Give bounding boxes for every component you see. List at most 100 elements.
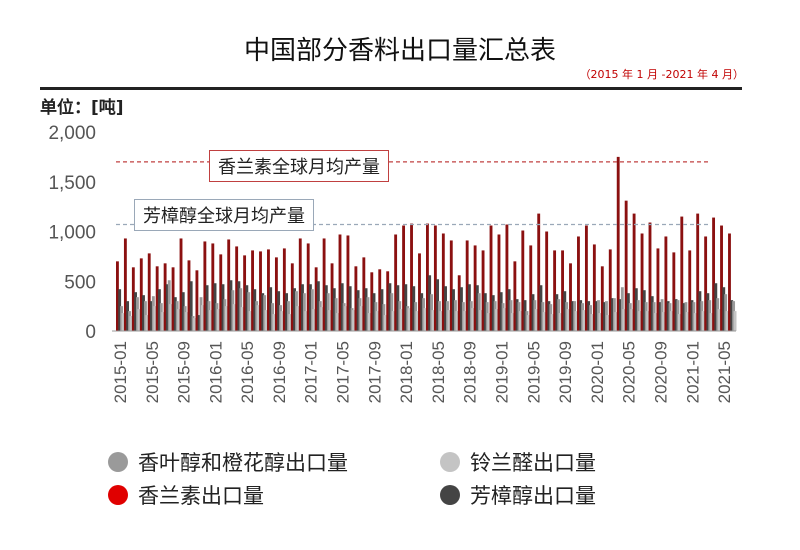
camphor-bar	[603, 302, 606, 331]
lilial-bar	[471, 308, 475, 331]
vanillin-bar	[386, 271, 390, 331]
camphor-bar	[372, 293, 376, 331]
legend-swatch-bisabolol	[108, 452, 128, 472]
lilial-bar	[733, 311, 737, 331]
bisabolol-bar	[438, 301, 441, 331]
bisabolol-bar	[326, 293, 330, 331]
camphor-bar	[571, 301, 575, 331]
lilial-bar	[383, 315, 387, 331]
vanillin-bar	[521, 230, 525, 331]
lilial-bar	[511, 313, 514, 331]
vanillin-bar	[402, 225, 406, 331]
vanillin-bar	[457, 275, 461, 331]
vanillin-bar	[497, 234, 501, 331]
bisabolol-bar	[422, 298, 426, 331]
lilial-bar	[701, 311, 705, 331]
x-tick-label: 2016-09	[270, 341, 289, 403]
vanillin-bar	[473, 245, 477, 331]
vanillin-bar	[147, 253, 151, 331]
camphor-bar	[396, 285, 400, 331]
bisabolol-bar	[581, 303, 585, 331]
lilial-bar	[614, 312, 618, 331]
x-tick-label: 2017-01	[302, 341, 321, 403]
lilial-bar	[693, 313, 697, 331]
lilial-bar	[367, 313, 371, 331]
vanillin-bar	[211, 243, 215, 331]
lilial-bar	[248, 311, 252, 331]
vanillin-bar	[426, 223, 429, 331]
vanillin-bar	[433, 225, 437, 331]
bisabolol-bar	[374, 302, 378, 331]
lilial-bar	[344, 306, 347, 332]
lilial-bar	[264, 310, 268, 331]
vanillin-bar	[259, 251, 262, 331]
lilial-bar	[630, 309, 634, 331]
camphor-bar	[579, 300, 583, 331]
lilial-bar	[161, 312, 165, 331]
vanillin-bar	[116, 261, 119, 331]
vanillin-bar	[529, 245, 533, 331]
x-tick-label: 2021-05	[715, 341, 734, 403]
vanillin-bar	[664, 236, 668, 331]
vanillin-bar	[720, 225, 723, 331]
camphor-bar	[213, 283, 217, 331]
camphor-bar	[229, 280, 233, 331]
bisabolol-bar	[414, 302, 418, 331]
lilial-bar	[455, 311, 459, 331]
camphor-bar	[205, 285, 209, 331]
x-tick-label: 2020-01	[588, 341, 607, 403]
vanillin-bar	[656, 248, 660, 331]
camphor-bar	[340, 283, 344, 331]
vanillin-bar	[274, 257, 278, 331]
vanillin-bar	[489, 225, 493, 331]
legend-label-bisabolol: 香叶醇和橙花醇出口量	[138, 451, 348, 475]
y-tick-label: 1,000	[48, 223, 96, 244]
vanillin-bar	[131, 267, 135, 331]
vanillin-bar	[600, 266, 604, 331]
bisabolol-bar	[263, 295, 267, 331]
camphor-bar	[682, 303, 686, 331]
camphor-bar	[189, 281, 193, 331]
vanillin-bar	[553, 250, 557, 331]
lilial-bar	[542, 312, 546, 331]
x-tick-label: 2015-01	[111, 341, 130, 403]
bisabolol-bar	[151, 296, 155, 331]
vanillin-bar	[330, 263, 334, 331]
x-tick-label: 2018-01	[397, 341, 416, 403]
lilial-bar	[153, 306, 157, 332]
lilial-bar	[662, 312, 665, 331]
lilial-bar	[336, 313, 340, 331]
vanillin-bar	[696, 213, 700, 331]
lilial-bar	[240, 307, 244, 331]
lilial-bar	[685, 312, 689, 331]
vanillin-bar	[298, 238, 302, 331]
camphor-bar	[611, 298, 614, 331]
camphor-bar	[269, 287, 273, 331]
lilial-bar	[431, 310, 435, 331]
lilial-bar	[646, 311, 650, 331]
legend-item-bisabolol: 香叶醇和橙花醇出口量	[108, 447, 348, 477]
x-tick-label: 2017-09	[365, 341, 384, 403]
camphor-bar	[253, 289, 257, 331]
x-tick-label: 2019-09	[556, 341, 575, 403]
vanillin-reference-label: 香兰素全球月均产量	[209, 149, 389, 182]
camphor-bar	[181, 292, 185, 331]
lilial-bar	[201, 305, 204, 331]
camphor-bar	[261, 293, 265, 331]
lilial-bar	[550, 314, 554, 331]
vanillin-bar	[680, 216, 684, 331]
camphor-bar	[165, 284, 169, 331]
lilial-bar	[145, 315, 149, 331]
camphor-bar	[523, 300, 527, 331]
vanillin-bar	[624, 200, 628, 331]
vanillin-bar	[584, 225, 588, 331]
lilial-bar	[169, 304, 173, 331]
vanillin-bar	[418, 253, 421, 331]
camphor-bar	[539, 285, 543, 331]
vanillin-bar	[290, 263, 294, 331]
legend-item-lilial: 铃兰醛出口量	[440, 447, 596, 477]
lilial-bar	[598, 313, 602, 331]
lilial-bar	[566, 309, 570, 331]
camphor-bar	[412, 286, 416, 331]
